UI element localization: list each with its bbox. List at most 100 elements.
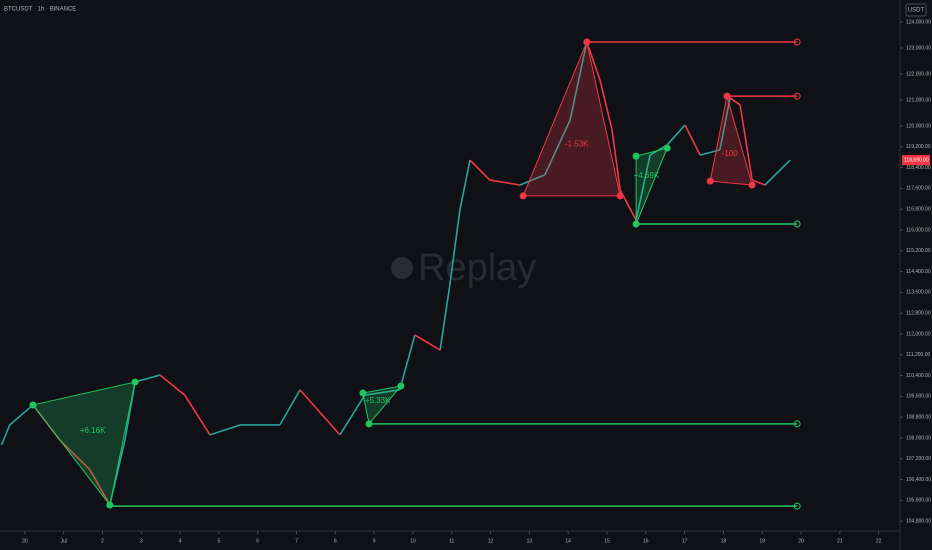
- price-segment: [299, 389, 341, 436]
- price-segment: [449, 209, 461, 286]
- last-price-tag: [902, 155, 930, 166]
- y-tick-label: 114,400.00: [906, 269, 931, 275]
- pattern: [709, 95, 753, 186]
- pattern-label: -100: [722, 149, 739, 158]
- y-tick-label: 118,400.00: [906, 165, 931, 171]
- x-tick-label: 7: [295, 538, 298, 544]
- x-tick-label: 18: [721, 538, 727, 544]
- x-tick-label: Jul: [60, 538, 66, 544]
- x-tick-label: 8: [334, 538, 337, 544]
- y-tick-label: 105,600.00: [906, 498, 931, 504]
- y-tick-label: 121,000.00: [906, 97, 931, 103]
- y-tick-label: 110,400.00: [906, 373, 931, 379]
- currency[interactable]: USDT: [908, 8, 925, 14]
- x-tick-label: 6: [256, 538, 259, 544]
- y-tick-label: 119,200.00: [906, 144, 931, 150]
- y-tick-label: 112,000.00: [906, 331, 931, 337]
- price-segment: [9, 404, 34, 426]
- x-tick-label: 10: [410, 538, 416, 544]
- pattern-point: [632, 220, 640, 228]
- x-tick-label: 12: [488, 538, 494, 544]
- price-segment: [569, 41, 588, 121]
- y-tick-label: 112,800.00: [906, 311, 931, 317]
- price-segment: [339, 394, 366, 436]
- price-segment: [364, 389, 400, 396]
- pattern-point: [397, 382, 405, 390]
- price-segment: [739, 104, 753, 181]
- price-segment: [459, 159, 471, 211]
- level-end: [793, 38, 801, 46]
- plot: 124,000.00 123,000.00 122,000.00 121,000.00…: [0, 19, 931, 544]
- x-tick-label: 4: [179, 538, 182, 544]
- pattern-point: [706, 177, 714, 185]
- x-tick-label: 16: [643, 538, 649, 544]
- pattern: [635, 147, 668, 225]
- price-segment: [666, 124, 686, 146]
- price-segment: [611, 129, 621, 191]
- price-segment: [751, 179, 766, 186]
- price-segment: [89, 469, 111, 506]
- pattern-point: [583, 38, 591, 46]
- level-end: [793, 220, 801, 228]
- x-tick-label: 5: [217, 538, 220, 544]
- x-tick-label: 2: [101, 538, 104, 544]
- y-tick-label: 111,200.00: [906, 352, 931, 358]
- price-segment: [184, 394, 211, 436]
- pattern-point: [519, 192, 527, 200]
- price-segment: [398, 334, 416, 391]
- x-tick-label: 20: [798, 538, 804, 544]
- watermark: Replay: [391, 247, 536, 289]
- pattern-label: +6.16K: [80, 426, 106, 435]
- price-segment: [159, 374, 186, 396]
- x-tick-label: 3: [140, 538, 143, 544]
- y-tick-label: 115,200.00: [906, 248, 931, 254]
- y-tick-label: 120,000.00: [906, 123, 931, 129]
- y-tick-label: 104,800.00: [906, 518, 931, 524]
- pattern-point: [748, 181, 756, 189]
- pattern-label: +5.33K: [365, 396, 391, 405]
- price-segment: [279, 389, 301, 426]
- y-tick-label: 107,200.00: [906, 456, 931, 462]
- x-tick-label: 11: [449, 538, 454, 544]
- price-segment: [209, 424, 241, 436]
- price-segment: [469, 159, 491, 181]
- price-segment: [489, 179, 521, 186]
- watermark-text: Replay: [418, 247, 536, 289]
- pattern: [32, 381, 136, 507]
- pattern-point: [663, 144, 671, 152]
- price-segment: [586, 41, 601, 81]
- x-tick-label: 13: [527, 538, 533, 544]
- y-tick-label: 123,000.00: [906, 45, 931, 51]
- price-segment: [59, 439, 91, 471]
- level-end: [793, 420, 801, 428]
- y-tick-label: 116,800.00: [906, 207, 931, 213]
- last-price-label: 118,690.00: [904, 157, 929, 163]
- x-tick-label: 9: [373, 538, 376, 544]
- y-tick-label: 113,600.00: [906, 290, 931, 296]
- y-tick-label: 124,000.00: [906, 19, 931, 25]
- price-segment: [684, 124, 701, 156]
- pattern: [362, 385, 403, 426]
- price-segment: [764, 159, 791, 186]
- level-end: [793, 502, 801, 510]
- y-tick-label: 108,800.00: [906, 414, 931, 420]
- price-segment: [544, 119, 571, 176]
- x-tick-label: 21: [837, 538, 843, 544]
- x-tick-label: 14: [565, 538, 571, 544]
- pattern-point: [29, 401, 37, 409]
- price-segment: [134, 374, 161, 383]
- pattern-point: [616, 192, 624, 200]
- pattern-point: [723, 92, 731, 100]
- pattern-label: -1.53K: [565, 140, 589, 149]
- x-tick-label: 19: [759, 538, 765, 544]
- pattern-point: [106, 501, 114, 509]
- pattern-point: [359, 389, 367, 397]
- x-tick-label: 30: [22, 538, 28, 544]
- x-tick-label: 15: [604, 538, 610, 544]
- level-end: [793, 92, 801, 100]
- x-tick-label: 22: [876, 538, 882, 544]
- currency-box[interactable]: [905, 3, 927, 17]
